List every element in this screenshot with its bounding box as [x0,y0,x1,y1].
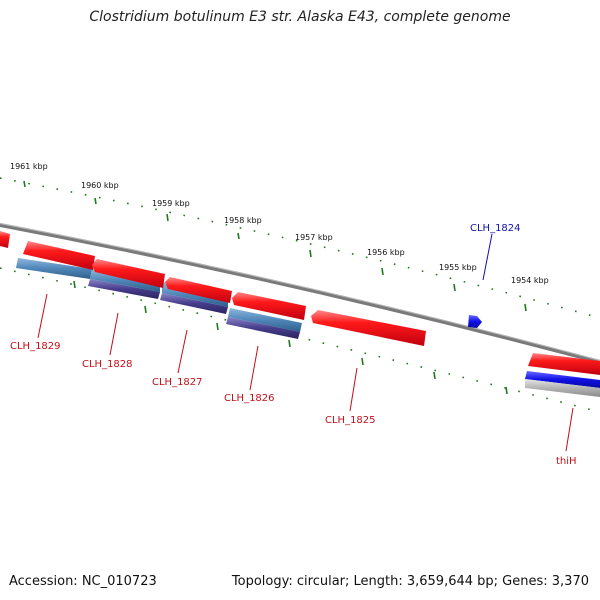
gene-label-clh-1827: CLH_1827 [152,377,203,388]
gene-label-clh-1824: CLH_1824 [470,223,521,234]
tick-label: 1961 kbp [10,162,48,171]
inner-major-ticks [73,280,508,395]
tick-label: 1955 kbp [439,263,477,272]
cds-arrow [92,259,165,288]
tick-label: 1959 kbp [152,199,190,208]
cds-features [0,231,600,375]
genome-backbone [0,223,600,364]
gene-feature [228,308,302,332]
label-leaders [37,233,574,452]
gene-label-clh-1826: CLH_1826 [224,393,275,404]
gene-feature [525,371,600,388]
cds-arrow [0,231,10,248]
outer-tick-ring [0,177,600,319]
tick-label: 1956 kbp [367,248,405,257]
accession-text: Accession: NC_010723 [9,574,157,589]
cds-arrow [232,292,306,320]
tick-label: 1954 kbp [511,276,549,285]
cds-arrow [528,353,600,375]
tick-label: 1957 kbp [295,233,333,242]
cds-arrow [311,310,426,346]
gene-label-clh-1828: CLH_1828 [82,359,133,370]
cds-arrow [23,241,95,270]
gene-label-thih: thiH [556,456,577,467]
gene-feature [226,317,300,339]
gene-label-clh-1825: CLH_1825 [325,415,376,426]
topology-text: Topology: circular; Length: 3,659,644 bp… [231,574,589,589]
cds-arrow [165,277,232,303]
map-title: Clostridium botulinum E3 str. Alaska E43… [89,9,511,25]
gene-feature [525,379,600,397]
gene-label-clh-1829: CLH_1829 [10,341,61,352]
tick-label: 1960 kbp [81,181,119,190]
cds-arrow-blue [468,315,482,328]
tick-labels: 1961 kbp 1960 kbp 1959 kbp 1958 kbp 1957… [10,162,549,285]
gene-feature [160,293,228,314]
gene-feature [88,279,160,299]
gene-feature [16,258,92,279]
tick-label: 1958 kbp [224,216,262,225]
outer-major-ticks [23,180,527,312]
gene-labels: CLH_1829 CLH_1828 CLH_1827 CLH_1826 CLH_… [10,223,577,467]
